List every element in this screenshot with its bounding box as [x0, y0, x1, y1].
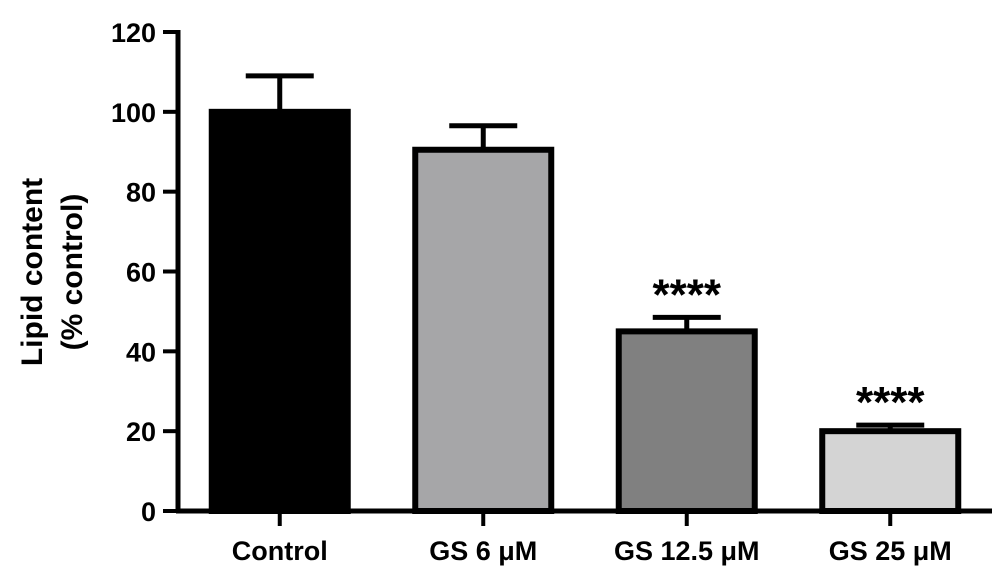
- significance-label: ****: [653, 270, 722, 319]
- y-tick-label: 60: [126, 258, 156, 288]
- x-tick-label: GS 6 μM: [429, 536, 537, 566]
- y-axis: 0 20 40 60 80 100 120: [111, 18, 181, 527]
- bar: [412, 146, 555, 514]
- bars: [208, 108, 962, 514]
- y-tick-label: 40: [126, 337, 156, 367]
- y-tick-label: 120: [111, 18, 156, 48]
- x-tick-label: GS 12.5 μM: [614, 536, 760, 566]
- category-labels: Control GS 6 μM GS 12.5 μM GS 25 μM: [232, 536, 952, 566]
- y-tick-label: 80: [126, 178, 156, 208]
- bar: [208, 108, 351, 514]
- y-axis-title-line1: Lipid content: [16, 178, 49, 366]
- x-tick-label: GS 25 μM: [829, 536, 952, 566]
- y-axis-title-line2: (% control): [56, 194, 89, 351]
- error-bars: [245, 73, 925, 432]
- y-axis-title: Lipid content (% control): [16, 178, 89, 366]
- bar: [615, 328, 758, 514]
- significance-label: ****: [856, 378, 925, 427]
- bar: [819, 428, 962, 514]
- y-tick-label: 20: [126, 417, 156, 447]
- y-tick-label: 0: [141, 497, 156, 527]
- y-tick-label: 100: [111, 98, 156, 128]
- x-tick-label: Control: [232, 536, 328, 566]
- significance-labels: **** ****: [653, 270, 926, 427]
